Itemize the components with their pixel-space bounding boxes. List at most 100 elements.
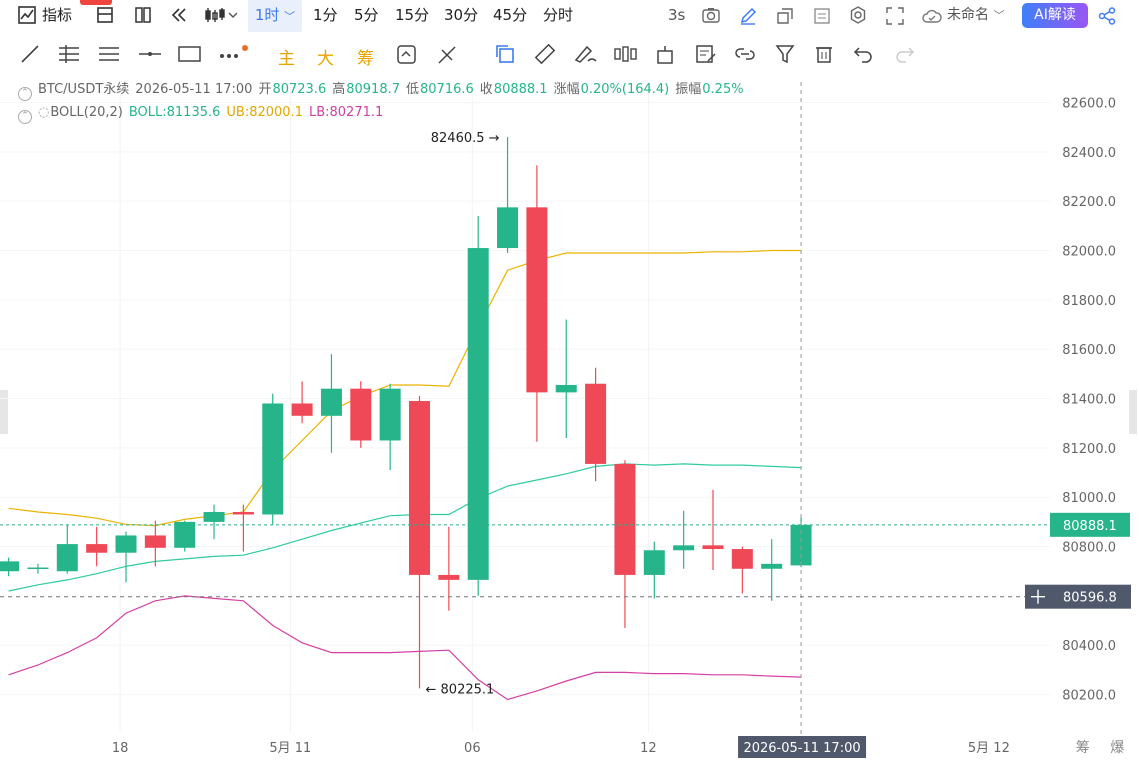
boll-lower-band <box>8 595 802 701</box>
candle <box>115 531 137 583</box>
candle-body <box>585 383 607 464</box>
candle-style-icon[interactable] <box>614 44 638 68</box>
timeframe-15m[interactable]: 15分 <box>395 6 430 24</box>
parallel-channel-icon[interactable] <box>98 44 120 68</box>
collapse-chevron-icon[interactable]: ⌃ <box>18 110 32 124</box>
settings-gear-icon[interactable] <box>849 6 867 28</box>
indicator-name[interactable]: BOLL(20,2) <box>50 105 123 120</box>
magnet-icon[interactable] <box>436 44 458 70</box>
candle-body <box>438 574 460 580</box>
max-price-marker: 82460.5 → <box>431 131 500 146</box>
timeframe-1h-label: 1时 <box>254 6 280 24</box>
price-info-row: ⌃ BTC/USDT永续 2026-05-11 17:00 开80723.6 高8091… <box>18 79 750 102</box>
horizontal-ray-icon[interactable] <box>138 44 162 68</box>
grid-lines <box>0 82 1050 732</box>
candle-body <box>115 535 137 553</box>
candle <box>731 546 753 594</box>
footer-chips-label: 筹 爆 <box>1076 739 1132 756</box>
amplitude-label: 振幅 <box>675 82 702 97</box>
fullscreen-icon[interactable] <box>886 7 904 29</box>
high-value: 80918.7 <box>346 82 400 97</box>
x-tick-label: 5月 11 <box>269 741 311 756</box>
lb-value: LB:80271.1 <box>308 105 384 120</box>
add-chart-icon[interactable] <box>776 7 794 29</box>
timeframe-timeshare[interactable]: 分时 <box>543 6 574 24</box>
candle-body <box>497 207 519 249</box>
camera-icon[interactable] <box>702 7 720 27</box>
boll-lower-line <box>8 595 802 701</box>
timeframe-5m[interactable]: 5分 <box>354 6 379 24</box>
chevron-down-icon: ﹀ <box>993 9 1005 22</box>
ruler-icon[interactable] <box>534 43 556 69</box>
open-label: 开 <box>258 82 272 97</box>
y-axis: 82600.0 82400.0 82200.0 82000.0 81800.0 81600… <box>1062 97 1116 704</box>
timeframe-30m[interactable]: 30分 <box>444 6 479 24</box>
candle-body <box>0 561 20 572</box>
edit-pen-icon[interactable] <box>739 7 757 29</box>
layout-name-dropdown[interactable]: 未命名 ﹀ <box>947 0 1004 32</box>
symbol-name: BTC/USDT永续 <box>38 82 130 97</box>
main-chip[interactable]: 主 <box>278 49 295 69</box>
layout-icon[interactable] <box>134 6 152 28</box>
drawing-toolbar: 主 大 筹 <box>0 36 1139 76</box>
candle <box>643 541 665 599</box>
candlestick-type-icon[interactable] <box>205 6 238 28</box>
candle-body <box>56 544 78 572</box>
amplitude-value: 0.25% <box>702 82 744 97</box>
candle-body <box>320 388 342 416</box>
candle-body <box>673 545 695 551</box>
y-tick-label: 80200.0 <box>1062 689 1116 704</box>
brush-icon[interactable] <box>573 43 597 69</box>
y-tick-label: 81400.0 <box>1062 393 1116 408</box>
list-icon[interactable] <box>813 7 831 29</box>
link-icon[interactable] <box>734 44 756 68</box>
high-label: 高 <box>332 82 346 97</box>
horizontal-lines-icon[interactable] <box>58 44 80 68</box>
right-panel-handle[interactable] <box>1129 390 1137 434</box>
candle <box>27 563 49 574</box>
rectangle-icon[interactable] <box>178 45 202 67</box>
chip-distribution[interactable]: 筹 <box>357 49 374 69</box>
y-tick-label: 81000.0 <box>1062 491 1116 506</box>
note-icon[interactable] <box>695 44 717 68</box>
candle-body <box>291 403 313 416</box>
candle-body <box>614 463 636 575</box>
timeframe-1h[interactable]: 1时 ﹀ <box>248 0 302 32</box>
filter-icon[interactable] <box>775 44 795 68</box>
cloud-icon[interactable] <box>922 8 942 28</box>
refresh-interval[interactable]: 3s <box>668 6 686 24</box>
ai-interpret-button[interactable]: AI解读 <box>1022 3 1088 28</box>
more-tools-icon[interactable] <box>218 44 250 68</box>
template-icon[interactable] <box>96 6 114 28</box>
rewind-icon[interactable] <box>170 6 188 28</box>
timeframe-1m[interactable]: 1分 <box>313 6 338 24</box>
copy-icon[interactable] <box>494 43 516 69</box>
redo-icon[interactable] <box>893 45 915 67</box>
y-tick-label: 81600.0 <box>1062 343 1116 358</box>
left-panel-handle[interactable] <box>0 390 8 434</box>
change-label: 涨幅 <box>553 82 580 97</box>
chart-legend: ⌃ BTC/USDT永续 2026-05-11 17:00 开80723.6 高8091… <box>18 79 750 125</box>
candle <box>379 383 401 471</box>
y-tick-label: 80400.0 <box>1062 639 1116 654</box>
y-tick-label: 81800.0 <box>1062 294 1116 309</box>
boll-value: BOLL:81135.6 <box>128 105 221 120</box>
candle-body <box>702 545 724 550</box>
candle <box>761 539 783 601</box>
indicator-button[interactable]: 指标 <box>42 6 73 24</box>
bell-icon[interactable]: ◌ <box>38 105 50 120</box>
share-icon[interactable] <box>1098 7 1116 29</box>
collapse-chevron-icon[interactable]: ⌃ <box>18 87 32 101</box>
timeframe-45m[interactable]: 45分 <box>493 6 528 24</box>
lock-icon[interactable] <box>656 44 674 68</box>
current-price-tag <box>1050 512 1130 537</box>
boll-mid-line <box>8 463 802 592</box>
trend-line-icon[interactable] <box>20 44 40 68</box>
indicator-icon[interactable] <box>18 6 36 28</box>
trash-icon[interactable] <box>814 44 834 68</box>
candle <box>614 460 636 628</box>
undo-icon[interactable] <box>853 45 875 67</box>
measure-icon[interactable] <box>396 44 418 70</box>
big-chip[interactable]: 大 <box>317 49 334 69</box>
